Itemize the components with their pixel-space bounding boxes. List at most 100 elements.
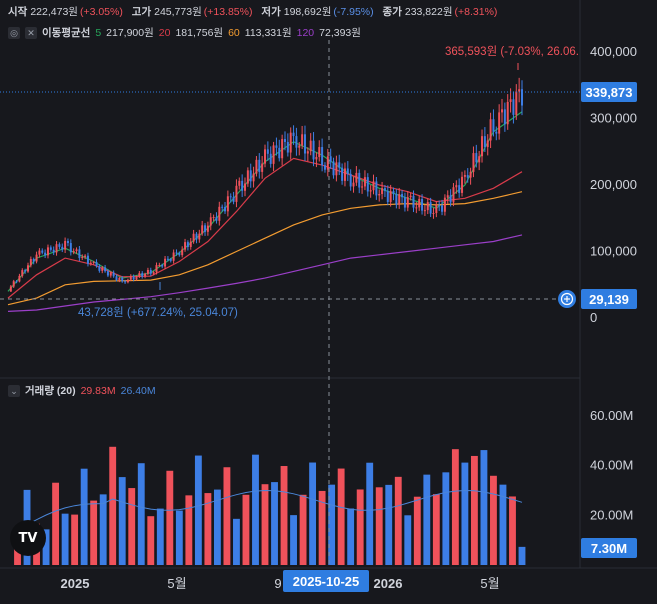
candle-body	[221, 206, 224, 208]
collapse-icon[interactable]: ⌄	[8, 384, 20, 397]
candle-body	[198, 233, 201, 240]
candle-body	[518, 89, 521, 92]
candle-body	[144, 273, 147, 277]
candle-body	[249, 170, 252, 182]
candle-body	[332, 161, 335, 176]
candle-body	[318, 147, 321, 157]
volume-bar	[461, 462, 469, 565]
volume-bar	[90, 500, 98, 565]
candle-body	[12, 281, 15, 287]
price-tick-label: 0	[590, 310, 597, 325]
volume-bar	[71, 514, 79, 565]
candle-body	[49, 247, 52, 250]
time-tick-label: 2026	[374, 576, 403, 591]
candle-body	[392, 191, 395, 194]
candle-body	[84, 255, 87, 257]
volume-bar	[385, 484, 393, 565]
candle-body	[58, 244, 61, 247]
candle-body	[166, 258, 169, 260]
current-volume-badge	[581, 538, 637, 558]
candle-body	[64, 241, 67, 250]
candle-body	[401, 194, 404, 198]
candle-body	[158, 265, 161, 267]
candle-body	[412, 195, 415, 208]
candle-body	[455, 185, 458, 188]
candle-body	[212, 217, 215, 219]
candle-body	[124, 281, 127, 283]
candle-body	[375, 181, 378, 196]
volume-bar	[509, 496, 516, 565]
volume-bar	[328, 484, 336, 565]
candle-body	[323, 165, 326, 170]
candle-body	[486, 140, 489, 148]
open-value: 222,473원	[30, 6, 78, 18]
candle-body	[192, 233, 195, 242]
candle-body	[346, 168, 349, 174]
candle-body	[481, 136, 484, 157]
open-label: 시작	[8, 6, 28, 18]
close-change: (+8.31%)	[454, 6, 498, 18]
volume-tick-label: 20.00M	[590, 507, 633, 522]
candle-body	[161, 265, 164, 267]
candle-body	[349, 173, 352, 187]
candle-body	[278, 147, 281, 159]
candle-body	[315, 156, 318, 160]
volume-ma-line	[17, 489, 523, 531]
ma-legend-title: 이동평균선	[42, 27, 91, 39]
candle-body	[32, 259, 35, 262]
candle-body	[472, 153, 475, 172]
candle-body	[215, 217, 218, 221]
close-label: 종가	[382, 6, 402, 18]
candle-body	[26, 265, 29, 272]
candle-body	[312, 140, 315, 160]
candle-body	[184, 242, 187, 250]
candle-body	[178, 253, 181, 256]
candle-body	[264, 149, 266, 164]
time-tick-label: 5월	[480, 576, 499, 591]
candle-body	[69, 243, 72, 253]
volume-bar	[80, 468, 88, 565]
candle-body	[38, 250, 41, 255]
candle-body	[21, 270, 24, 276]
candle-body	[169, 259, 172, 261]
candle-body	[449, 195, 452, 203]
candle-body	[272, 145, 275, 164]
volume-bar	[252, 454, 259, 565]
candle-body	[118, 277, 121, 281]
eye-off-icon[interactable]: ◎	[8, 26, 20, 39]
candle-body	[478, 156, 481, 163]
tradingview-logo[interactable]: TV	[10, 520, 46, 556]
volume-bar	[337, 468, 345, 565]
price-tick-label: 200,000	[590, 177, 637, 192]
candle-body	[155, 265, 158, 273]
candle-body	[301, 134, 304, 146]
alert-price-label: 29,139	[589, 292, 629, 307]
candle-body	[426, 202, 429, 211]
close-icon[interactable]: ✕	[25, 26, 37, 39]
candle-body	[498, 112, 501, 134]
candle-body	[286, 141, 289, 153]
candle-body	[321, 147, 324, 166]
current-price-badge	[581, 82, 637, 102]
high-annotation: 365,593원 (-7.03%, 26.06.	[445, 44, 579, 58]
candle-body	[95, 262, 98, 267]
ma20-period: 20	[158, 26, 171, 39]
candle-body	[418, 198, 421, 208]
volume-bar	[299, 494, 307, 565]
low-change: (-7.95%)	[333, 6, 374, 18]
candle-body	[298, 145, 301, 148]
price-tick-label: 300,000	[590, 111, 637, 126]
candle-body	[469, 171, 472, 178]
candle-body	[209, 217, 212, 226]
candle-body	[152, 272, 155, 274]
candle-body	[109, 272, 112, 276]
candle-body	[72, 251, 75, 253]
volume-bar	[280, 466, 288, 565]
high-value: 245,773원	[154, 6, 202, 18]
candle-body	[295, 136, 298, 148]
candle-body	[306, 151, 309, 154]
volume-bar	[442, 472, 450, 565]
candle-body	[492, 119, 495, 132]
current-price-label: 339,873	[586, 85, 633, 100]
